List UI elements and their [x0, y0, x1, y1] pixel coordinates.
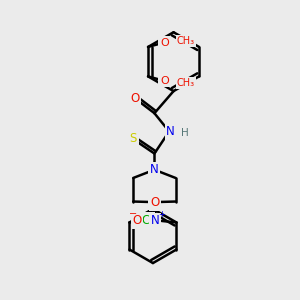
Text: H: H: [181, 128, 188, 138]
Text: N: N: [150, 196, 159, 208]
Text: N: N: [151, 214, 160, 227]
Text: O: O: [160, 76, 169, 86]
Text: S: S: [130, 132, 137, 145]
Text: Cl: Cl: [141, 214, 153, 226]
Text: O: O: [130, 92, 139, 105]
Text: N: N: [150, 163, 159, 176]
Text: O: O: [160, 38, 169, 47]
Text: CH₃: CH₃: [177, 78, 195, 88]
Text: N: N: [166, 125, 175, 138]
Text: CH₃: CH₃: [177, 36, 195, 46]
Text: −: −: [129, 208, 137, 219]
Text: O: O: [151, 196, 160, 209]
Text: O: O: [132, 214, 142, 227]
Text: +: +: [158, 210, 165, 219]
